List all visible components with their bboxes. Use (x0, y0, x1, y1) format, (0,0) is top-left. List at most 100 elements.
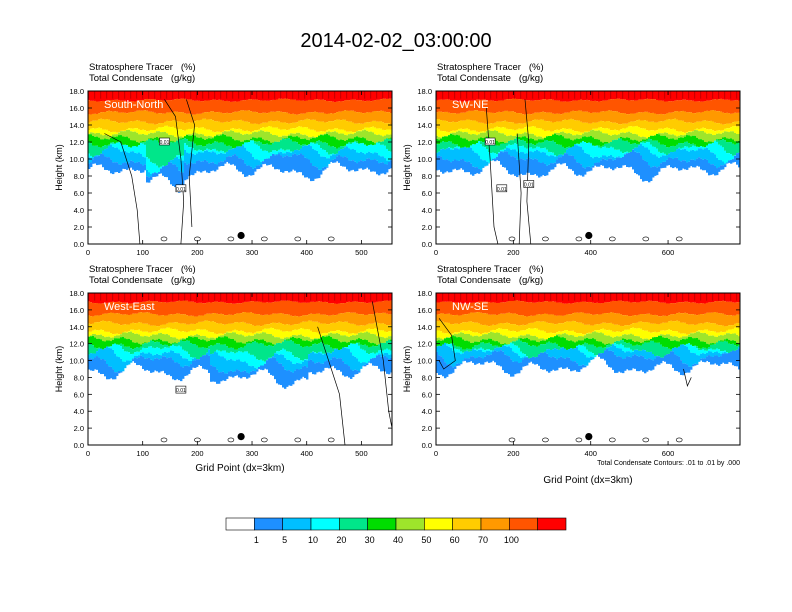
shaded-column (156, 339, 159, 342)
shaded-column (250, 99, 253, 112)
shaded-column (188, 91, 191, 100)
shaded-column (202, 339, 205, 348)
shaded-column (300, 145, 303, 149)
shaded-column (278, 136, 281, 142)
shaded-spike (124, 293, 126, 301)
shaded-column (720, 138, 723, 141)
shaded-column (534, 140, 537, 146)
shaded-column (252, 139, 255, 141)
shaded-column (264, 361, 267, 364)
shaded-column (314, 138, 317, 143)
shaded-column (474, 167, 477, 175)
shaded-column (494, 130, 497, 140)
shaded-column (100, 139, 103, 148)
shaded-column (436, 138, 439, 145)
shaded-column (366, 352, 369, 364)
shaded-column (578, 91, 581, 100)
shaded-column (92, 91, 95, 101)
shaded-column (362, 91, 365, 101)
shaded-column (222, 122, 225, 132)
shaded-column (622, 113, 625, 124)
shaded-column (268, 100, 271, 113)
shaded-column (190, 135, 193, 142)
shaded-column (306, 100, 309, 113)
shaded-column (508, 148, 511, 155)
shaded-column (516, 91, 519, 99)
shaded-column (172, 360, 175, 380)
shaded-column (156, 124, 159, 129)
shaded-column (346, 121, 349, 132)
shaded-column (232, 347, 235, 353)
shaded-column (220, 301, 223, 314)
shaded-column (342, 119, 345, 130)
shaded-column (590, 142, 593, 144)
shaded-column (368, 100, 371, 113)
shaded-column (364, 154, 367, 161)
shaded-column (190, 343, 193, 358)
shaded-column (554, 122, 557, 131)
shaded-column (318, 112, 321, 122)
shaded-column (442, 99, 445, 113)
shaded-column (190, 162, 193, 175)
shaded-column (300, 334, 303, 339)
condensate-contour (227, 236, 235, 242)
shaded-column (102, 330, 105, 336)
shaded-column (134, 347, 137, 353)
y-axis-label: Height (km) (54, 144, 64, 191)
shaded-column (330, 332, 333, 337)
shaded-column (634, 147, 637, 152)
shaded-column (198, 134, 201, 138)
shaded-column (538, 151, 541, 163)
shaded-column (728, 142, 731, 154)
shaded-column (242, 145, 245, 160)
shaded-column (506, 91, 509, 100)
shaded-column (204, 354, 207, 356)
shaded-column (104, 91, 107, 102)
shaded-column (364, 138, 367, 145)
shaded-column (338, 358, 341, 370)
shaded-column (262, 150, 265, 162)
shaded-column (382, 162, 385, 174)
shaded-column (554, 91, 557, 101)
shaded-column (390, 137, 392, 139)
shaded-column (656, 130, 659, 134)
shaded-column (312, 148, 315, 166)
shaded-column (152, 360, 155, 373)
shaded-column (626, 100, 629, 115)
shaded-column (222, 371, 225, 381)
shaded-column (290, 301, 293, 316)
shaded-column (472, 144, 475, 151)
shaded-column (390, 138, 392, 152)
shaded-column (472, 130, 475, 134)
shaded-column (200, 150, 203, 153)
shaded-column (718, 144, 721, 160)
shaded-column (208, 163, 211, 174)
shaded-column (310, 346, 313, 353)
shaded-column (204, 100, 207, 113)
shaded-column (262, 360, 265, 366)
shaded-column (128, 293, 131, 304)
shaded-column (490, 123, 493, 129)
shaded-column (614, 159, 617, 169)
shaded-column (118, 324, 121, 335)
shaded-column (728, 91, 731, 100)
shaded-column (142, 129, 145, 134)
shaded-column (332, 159, 335, 163)
shaded-column (326, 158, 329, 167)
shaded-column (588, 123, 591, 132)
shaded-column (544, 163, 547, 176)
shaded-column (162, 142, 165, 166)
shaded-column (622, 128, 625, 133)
shaded-column (162, 333, 165, 342)
shaded-column (528, 138, 531, 144)
shaded-column (246, 121, 249, 131)
shaded-column (346, 146, 349, 158)
shaded-column (108, 331, 111, 337)
shaded-column (284, 339, 287, 350)
shaded-column (218, 302, 221, 315)
shaded-column (154, 358, 157, 371)
shaded-column (352, 132, 355, 135)
shaded-column (342, 110, 345, 120)
shaded-column (264, 159, 267, 164)
shaded-column (450, 133, 453, 134)
